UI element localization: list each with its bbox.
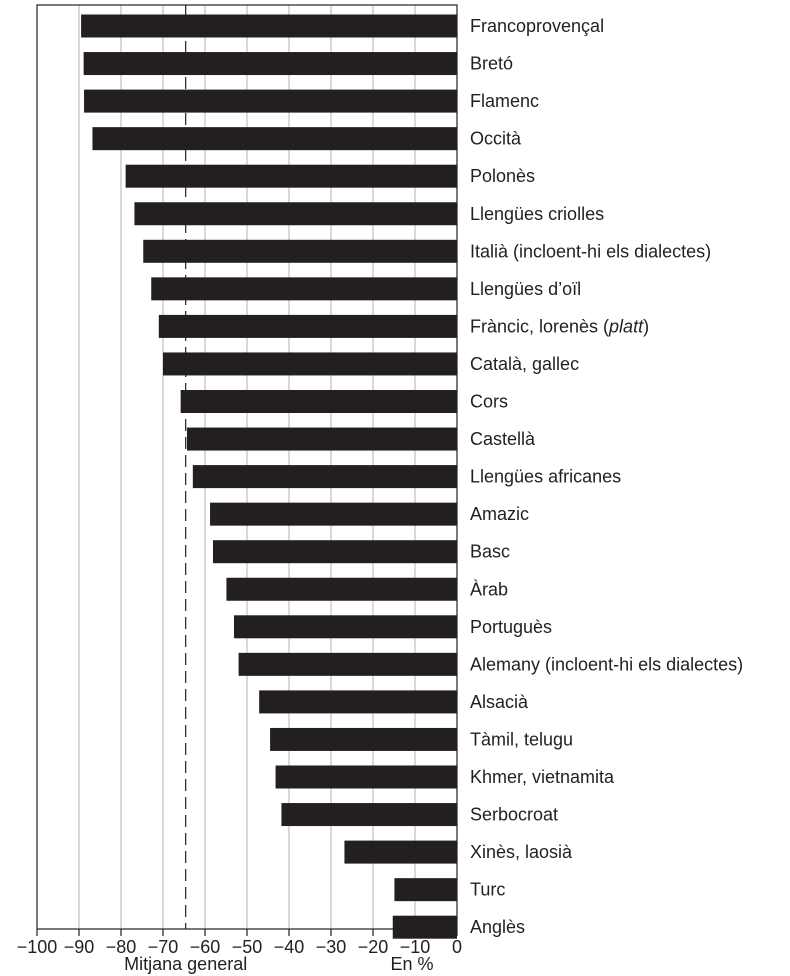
bar: [83, 52, 458, 76]
x-tick-label: −10: [400, 937, 431, 957]
category-label: Amazic: [470, 504, 529, 524]
category-labels: Francoprovençal Bretó Flamenc Occità Polonès…: [470, 16, 743, 937]
bar: [226, 577, 457, 601]
category-label: Llengües africanes: [470, 467, 621, 487]
x-tick-label: −60: [190, 937, 221, 957]
category-label: Anglès: [470, 917, 525, 937]
bar: [281, 803, 457, 827]
bar: [92, 127, 457, 151]
bar: [192, 465, 457, 489]
bar: [233, 615, 457, 639]
bar: [275, 765, 457, 789]
category-label: Turc: [470, 880, 505, 900]
bar: [180, 390, 457, 413]
category-label: Alsacià: [470, 692, 529, 712]
x-tick-label: −90: [64, 937, 95, 957]
bar: [238, 652, 457, 676]
bar: [125, 164, 458, 188]
category-label: Portuguès: [470, 617, 552, 637]
category-label: Cors: [470, 392, 508, 412]
bar: [344, 840, 457, 864]
bar: [270, 727, 457, 751]
x-tick-labels: −100 −90 −80 −70 −60 −50 −40 −30 −20 −10 0: [17, 929, 462, 957]
category-label: Basc: [470, 542, 510, 562]
category-label: Flamenc: [470, 91, 539, 111]
bar: [259, 690, 457, 714]
category-label: Castellà: [470, 429, 536, 449]
bar: [212, 540, 457, 564]
category-label: Francoprovençal: [470, 16, 604, 36]
category-label: Xinès, laosià: [470, 842, 573, 862]
category-label: Polonès: [470, 166, 535, 186]
category-label: Alemany (incloent-hi els dialectes): [470, 654, 743, 674]
category-label: Fràncic, lorenès (platt): [470, 316, 649, 336]
bar: [143, 239, 457, 263]
bar: [392, 915, 457, 939]
category-label: Khmer, vietnamita: [470, 767, 615, 787]
x-tick-label: −20: [358, 937, 389, 957]
x-tick-label: −70: [148, 937, 179, 957]
bar: [163, 352, 457, 376]
bar: [186, 427, 457, 451]
bar: [151, 277, 458, 301]
x-tick-label: −100: [17, 937, 58, 957]
category-label: Occità: [470, 129, 522, 149]
bar: [81, 14, 457, 38]
bar: [158, 314, 458, 338]
category-label: Serbocroat: [470, 805, 558, 825]
category-label: Àrab: [470, 579, 508, 599]
x-tick-label: −30: [316, 937, 347, 957]
bars: [81, 14, 458, 939]
unit-label: En %: [390, 954, 433, 974]
bar: [210, 502, 457, 526]
category-label: Llengües d’oïl: [470, 279, 581, 299]
bar: [394, 878, 457, 902]
x-tick-label: −40: [274, 937, 305, 957]
category-label: Català, gallec: [470, 354, 579, 374]
category-label: Llengües criolles: [470, 204, 604, 224]
bar: [84, 89, 457, 113]
bar: [134, 202, 457, 226]
x-tick-label: −50: [232, 937, 263, 957]
category-label: Bretó: [470, 54, 513, 74]
x-tick-label: 0: [452, 937, 462, 957]
category-label: Italià (incloent-hi els dialectes): [470, 241, 711, 261]
category-label: Tàmil, telugu: [470, 729, 573, 749]
mean-reference-label: Mitjana general: [124, 954, 247, 974]
x-tick-label: −80: [106, 937, 137, 957]
